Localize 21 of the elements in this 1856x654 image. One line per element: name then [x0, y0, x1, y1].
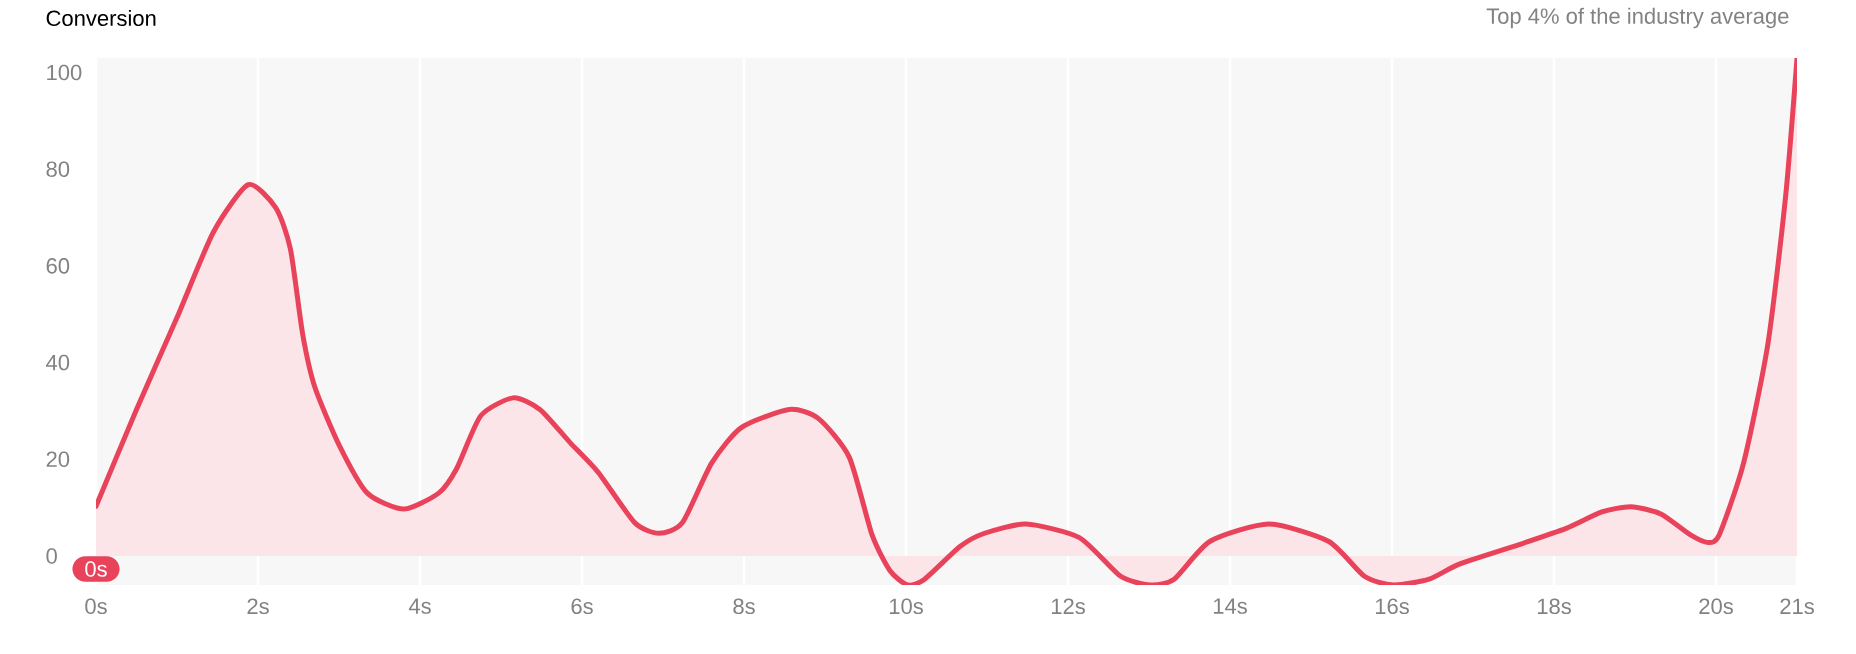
- y-tick-label: 80: [46, 161, 70, 177]
- x-tick-label: 20s: [1699, 598, 1733, 615]
- y-tick-label: 40: [46, 354, 70, 371]
- y-tick-label: 0: [46, 548, 57, 564]
- x-tick-label: 12s: [1051, 598, 1085, 615]
- x-tick-label: 6s: [571, 598, 593, 615]
- chart-subtitle: Top 4% of the industry average: [1486, 7, 1789, 29]
- y-tick-label: 100: [47, 64, 82, 81]
- x-tick-label: 10s: [889, 598, 923, 615]
- x-tick-label: 18s: [1537, 598, 1571, 615]
- x-tick-label: 8s: [733, 598, 755, 615]
- x-tick-label: 0s: [85, 598, 107, 615]
- annotation: 0s: [85, 561, 107, 577]
- x-tick-label: 14s: [1213, 598, 1247, 614]
- y-tick-label: 60: [46, 258, 70, 274]
- x-tick-label: 4s: [408, 598, 431, 614]
- chart-title: Conversion: [46, 9, 156, 27]
- y-tick-label: 20: [46, 451, 70, 468]
- x-tick-label: 16s: [1375, 598, 1409, 615]
- x-tick-label: 2s: [247, 598, 269, 615]
- x-tick-label: 21s: [1780, 598, 1814, 615]
